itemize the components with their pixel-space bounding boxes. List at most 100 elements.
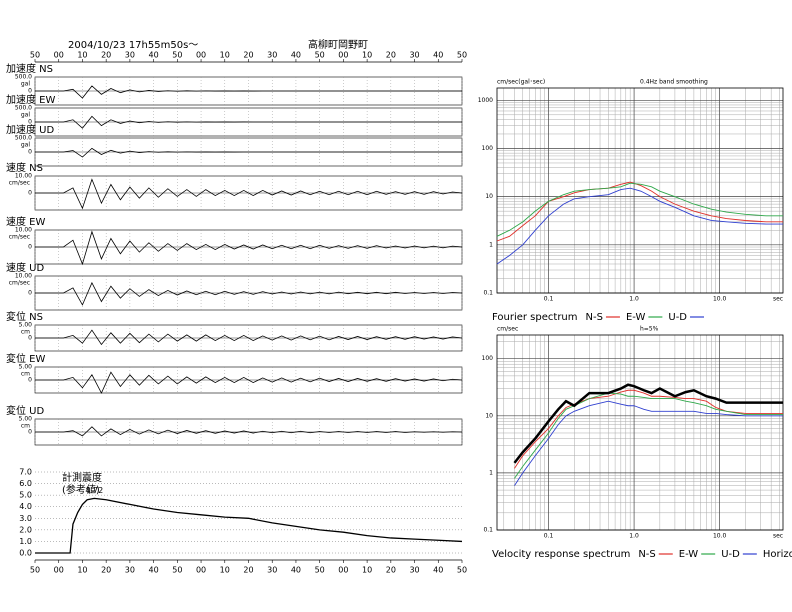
x-tick-label: 0.1 [544,533,554,540]
x-tick-label: 40 [291,566,301,575]
x-tick-label: 50 [315,566,325,575]
waveform-trace [35,329,463,346]
x-tick-label: 20 [243,566,253,575]
waveform-trace [35,371,463,394]
x-tick-label: 00 [338,51,348,60]
y-tick-label: 6.0 [19,479,32,488]
spectrum-line [496,181,783,242]
panel-name: 速度 EW [6,215,45,228]
chart-note: 0.4Hz band smoothing [640,79,708,86]
unit-label: gal [21,112,30,119]
x-tick-label: 50 [315,51,325,60]
y-tick-label: 0 [28,377,32,384]
legend-label: E-W [626,312,646,323]
y-tick-label: 0 [28,119,32,126]
x-tick-label: 00 [196,566,206,575]
legend-label: E-W [679,549,699,560]
spectrum-line [496,182,783,237]
x-tick-label: 50 [30,566,40,575]
x-tick-label: 30 [409,566,419,575]
legend-label: U-D [668,312,687,323]
intensity-line [35,497,463,554]
x-tick-label: 10.0 [713,533,727,540]
y-tick-label: 3.0 [19,514,32,523]
legend-label: U-D [721,549,740,560]
waveform-trace [35,230,463,266]
x-tick-label: 1.0 [629,296,639,303]
x-unit-label: sec [773,533,783,540]
x-tick-label: 00 [196,51,206,60]
x-tick-label: 20 [101,51,111,60]
legend-label: N-S [586,312,603,323]
unit-label: cm/sec [9,234,30,241]
y-tick-label: 0.0 [19,549,32,558]
unit-label: cm/sec [9,180,30,187]
x-tick-label: 50 [457,566,467,575]
y-tick-label: 0.1 [483,290,493,297]
y-tick-label: 0.1 [483,527,493,534]
x-tick-label: 20 [101,566,111,575]
plot-frame [496,334,784,531]
legend-title: Velocity response spectrum [492,549,630,560]
y-unit-label: cm/sec [497,326,518,333]
y-tick-label: 5.0 [19,491,32,500]
panel-name: 変位 UD [6,404,44,417]
y-tick-label: 10 [485,193,493,200]
spectrum-line [496,187,783,265]
waveform-trace [35,85,463,99]
x-tick-label: 10 [362,566,372,575]
y-tick-label: 0 [28,149,32,156]
y-tick-label: 0 [28,290,32,297]
waveform-trace [35,281,463,306]
x-tick-label: 50 [30,51,40,60]
legend-label: N-S [638,549,655,560]
x-tick-label: 50 [172,51,182,60]
x-tick-label: 00 [338,566,348,575]
record-time: 2004/10/23 17h55m50s～ [68,40,198,51]
x-tick-label: 10 [362,51,372,60]
x-tick-label: 10 [77,51,87,60]
peak-label: 4.72 [85,486,103,495]
x-tick-label: 30 [267,566,277,575]
plot-frame [496,87,784,294]
waveform-trace [35,115,463,129]
y-tick-label: 500.0 [15,105,32,112]
x-tick-label: 40 [149,51,159,60]
x-tick-label: 30 [125,566,135,575]
x-tick-label: 30 [125,51,135,60]
y-tick-label: 5.00 [19,416,33,423]
y-tick-label: 7.0 [19,468,32,477]
x-tick-label: 40 [433,51,443,60]
legend-label: Horizon [763,549,792,560]
y-tick-label: 10 [485,412,493,419]
y-tick-label: 0 [28,335,32,342]
y-tick-label: 0 [28,88,32,95]
chart-subtitle: (参考値) [62,483,100,496]
waveform-trace [35,426,463,437]
y-tick-label: 10.00 [15,273,32,280]
chart-title: 計測震度 [62,471,102,484]
x-tick-label: 20 [243,51,253,60]
y-tick-label: 0 [28,429,32,436]
x-tick-label: 10 [220,51,230,60]
unit-label: cm [21,329,30,336]
unit-label: cm/sec [9,280,30,287]
x-tick-label: 0.1 [544,296,554,303]
x-tick-label: 50 [457,51,467,60]
y-tick-label: 1 [489,469,493,476]
spectrum-line [513,383,783,464]
panel-name: 変位 NS [6,310,43,323]
panel-name: 加速度 UD [6,123,54,136]
y-tick-label: 100 [482,145,494,152]
unit-label: gal [21,81,30,88]
y-tick-label: 5.00 [19,364,33,371]
unit-label: cm [21,371,30,378]
panel-name: 加速度 EW [6,93,55,106]
spectrum-line [514,392,783,479]
x-tick-label: 40 [149,566,159,575]
y-tick-label: 10.00 [15,227,32,234]
x-tick-label: 00 [54,566,64,575]
legend-title: Fourier spectrum [492,312,578,323]
station-name: 高柳町岡野町 [308,38,368,51]
